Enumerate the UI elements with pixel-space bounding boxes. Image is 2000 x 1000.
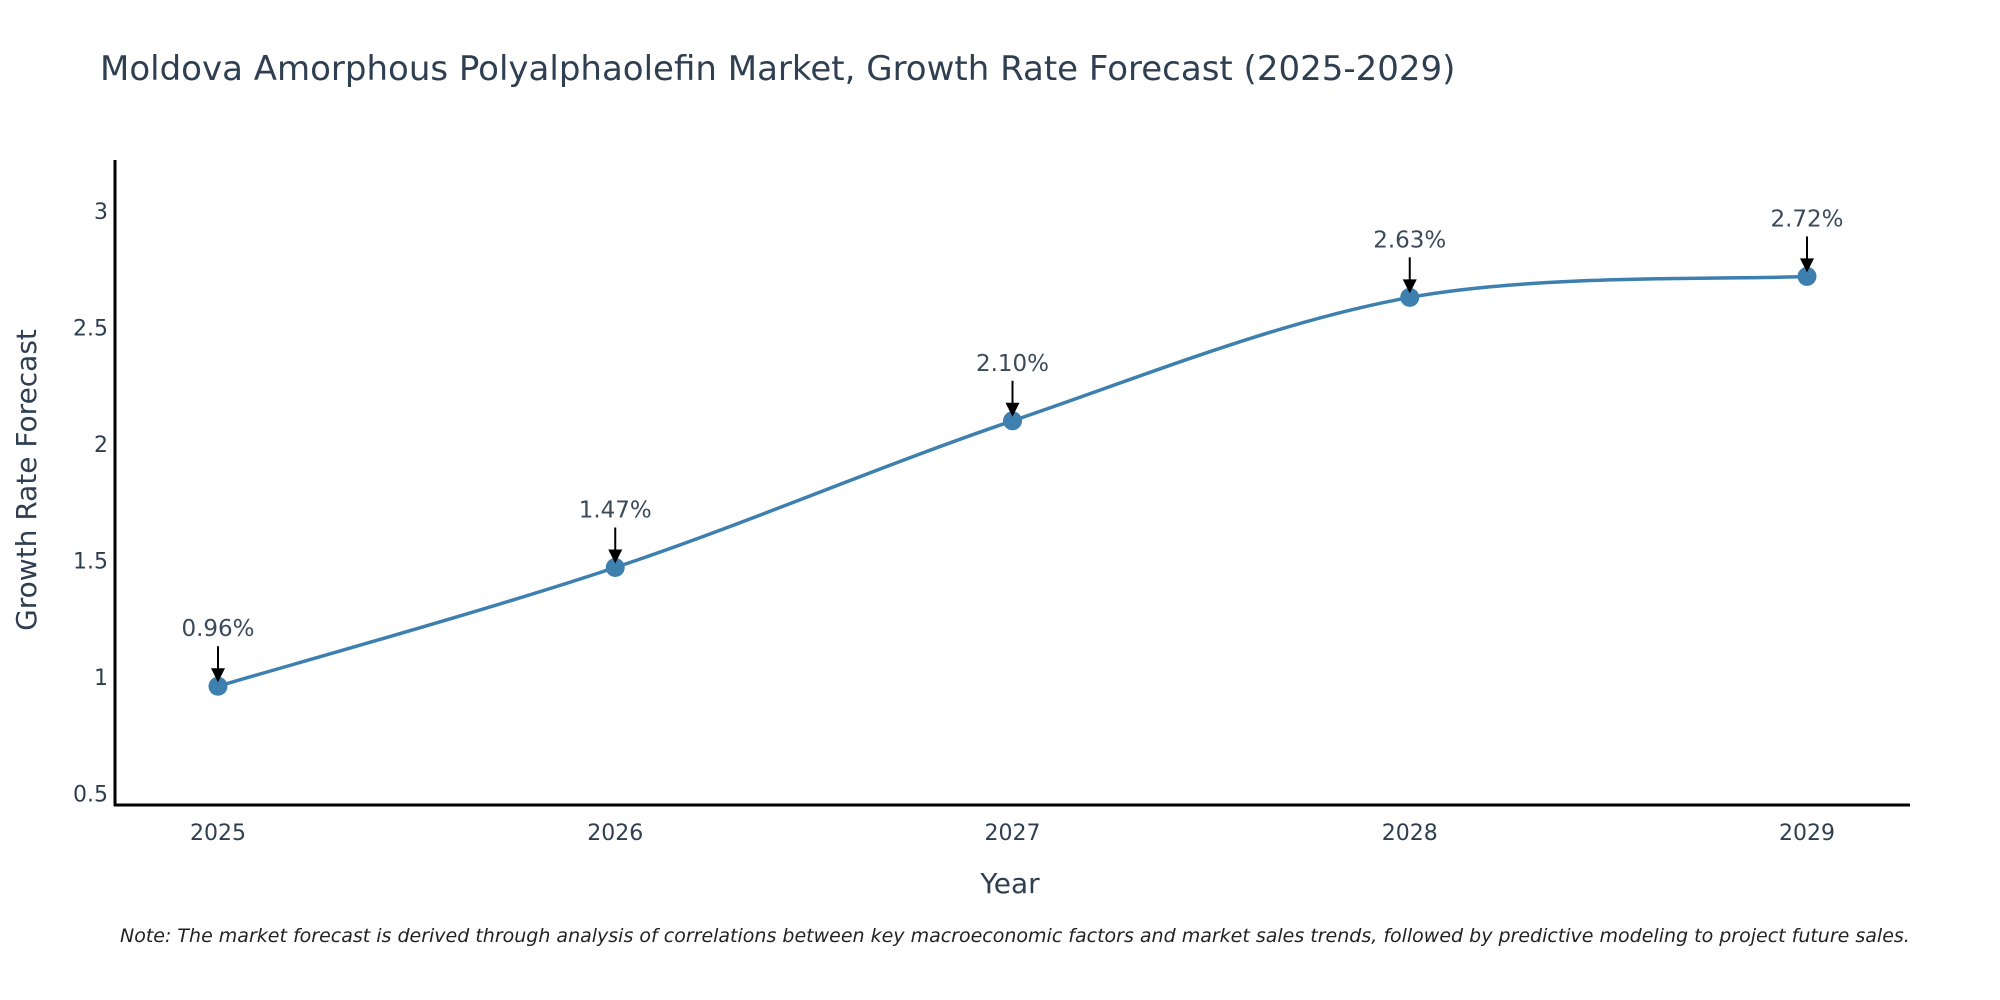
y-tick-label: 1	[94, 666, 108, 691]
data-point	[208, 676, 228, 696]
annotation-arrow-head	[211, 668, 225, 683]
y-tick-label: 3	[94, 200, 108, 225]
data-point	[1797, 266, 1817, 286]
data-label: 2.63%	[1373, 227, 1446, 253]
chart-title: Moldova Amorphous Polyalphaolefin Market…	[100, 49, 1455, 89]
x-tick-label: 2025	[190, 821, 246, 846]
data-point	[605, 557, 625, 577]
y-tick-label: 0.5	[73, 782, 108, 807]
x-tick-label: 2029	[1779, 821, 1835, 846]
series-line	[217, 274, 1808, 688]
x-tick-label: 2028	[1382, 821, 1438, 846]
plot-area: 0.5 1 1.5 2 2.5 3 2025 2026 2027 2028 2029 0.96% 1.4…	[73, 160, 1910, 846]
y-axis-label: Growth Rate Forecast	[10, 329, 43, 631]
y-tick-label: 1.5	[73, 550, 108, 575]
data-label: 2.72%	[1770, 206, 1843, 232]
y-tick-label: 2	[94, 433, 108, 458]
data-point	[1003, 411, 1022, 431]
annotation-arrow-head	[608, 549, 623, 564]
x-tick-label: 2026	[587, 821, 643, 846]
x-tick-label: 2027	[985, 821, 1041, 846]
data-label: 2.10%	[976, 351, 1049, 377]
data-label: 1.47%	[579, 497, 652, 523]
data-point	[1400, 287, 1420, 307]
chart-note: Note: The market forecast is derived thr…	[120, 925, 1910, 947]
x-axis-label: Year	[979, 867, 1040, 900]
y-tick-label: 2.5	[73, 317, 108, 342]
annotation-arrow-head	[1800, 258, 1814, 273]
annotation-arrow-head	[1402, 279, 1417, 294]
data-label: 0.96%	[181, 616, 254, 642]
annotation-arrow-head	[1005, 402, 1020, 417]
